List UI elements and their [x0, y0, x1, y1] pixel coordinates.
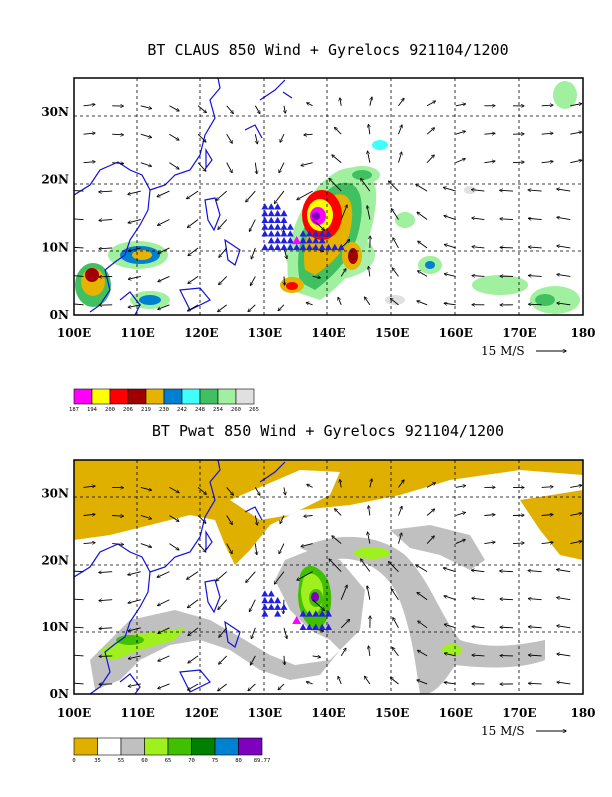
colorbar-swatch [168, 738, 192, 755]
y-tick-label: 20N [41, 553, 69, 567]
colorbar-label: 75 [212, 758, 219, 764]
colorbar-label: 35 [94, 758, 101, 764]
colorbar-label: 242 [177, 407, 187, 413]
x-tick-label: 120E [184, 706, 218, 720]
x-tick-label: 110E [121, 326, 155, 340]
x-tick-label: 130E [248, 326, 282, 340]
x-tick-label: 170E [502, 326, 536, 340]
colorbar-swatch [110, 389, 128, 404]
x-tick-label: 150E [375, 706, 409, 720]
x-tick-label: 180 [570, 326, 595, 340]
colorbar-swatch [239, 738, 263, 755]
colorbar-swatch [182, 389, 200, 404]
colorbar-label: 187 [69, 407, 79, 413]
x-tick-label: 160E [439, 706, 473, 720]
colorbar-label: 60 [141, 758, 148, 764]
panel-1-plot-area [70, 78, 583, 315]
x-tick-label: 160E [439, 326, 473, 340]
colorbar-swatch [128, 389, 146, 404]
y-tick-label: 10N [41, 240, 69, 254]
colorbar-label: 89.77 [254, 758, 271, 764]
colorbar-swatch [192, 738, 216, 755]
y-tick-label: 0N [50, 687, 69, 701]
colorbar-swatch [218, 389, 236, 404]
y-tick-label: 10N [41, 620, 69, 634]
colorbar-swatch [146, 389, 164, 404]
y-tick-label: 0N [50, 308, 69, 322]
x-tick-label: 100E [57, 706, 91, 720]
colorbar-label: 265 [249, 407, 259, 413]
colorbar-label: 206 [123, 407, 133, 413]
panel-2-reference-vector: 15 M/S [481, 724, 566, 738]
panel-2-ref-label: 15 M/S [481, 724, 525, 738]
panel-2-plot-area [70, 460, 583, 694]
x-tick-label: 150E [375, 326, 409, 340]
colorbar-swatch [74, 738, 98, 755]
panel-2: BT Pwat 850 Wind + Gyrelocs 921104/1200 [41, 422, 595, 764]
colorbar-swatch [145, 738, 169, 755]
panel-2-title: BT Pwat 850 Wind + Gyrelocs 921104/1200 [152, 422, 504, 440]
x-tick-label: 110E [121, 706, 155, 720]
y-tick-label: 30N [41, 105, 69, 119]
y-tick-label: 30N [41, 486, 69, 500]
panel-1: BT CLAUS 850 Wind + Gyrelocs 921104/1200 [41, 41, 595, 413]
colorbar-label: 260 [231, 407, 241, 413]
colorbar-swatch [215, 738, 239, 755]
x-tick-label: 140E [311, 326, 345, 340]
colorbar-label: 65 [165, 758, 172, 764]
colorbar-label: 194 [87, 407, 98, 413]
colorbar-label: 230 [159, 407, 169, 413]
panel-1-ref-label: 15 M/S [481, 344, 525, 358]
colorbar-swatch [74, 389, 92, 404]
colorbar-swatch [121, 738, 145, 755]
colorbar-label: 219 [141, 407, 151, 413]
colorbar-label: 0 [72, 758, 75, 764]
x-tick-label: 170E [502, 706, 536, 720]
x-tick-label: 130E [248, 706, 282, 720]
colorbar-label: 70 [188, 758, 195, 764]
panel-1-reference-vector: 15 M/S [481, 344, 566, 358]
colorbar-swatch [92, 389, 110, 404]
wind-vector [99, 656, 112, 657]
wind-vector [99, 276, 112, 277]
colorbar-swatch [236, 389, 254, 404]
panel-1-colorbar: 187 194 200 206 219 230 242 248 254 260 265 [69, 389, 259, 413]
x-tick-label: 180 [570, 706, 595, 720]
colorbar-label: 248 [195, 407, 205, 413]
y-tick-label: 20N [41, 173, 69, 187]
colorbar-label: 254 [213, 407, 224, 413]
wind-vector [500, 247, 513, 248]
x-tick-label: 120E [184, 326, 218, 340]
colorbar-label: 200 [105, 407, 115, 413]
colorbar-swatch [98, 738, 122, 755]
colorbar-label: 80 [235, 758, 242, 764]
colorbar-swatch [200, 389, 218, 404]
wind-vector [500, 627, 513, 628]
x-tick-label: 100E [57, 326, 91, 340]
colorbar-label: 55 [118, 758, 125, 764]
colorbar-swatch [164, 389, 182, 404]
panel-1-title: BT CLAUS 850 Wind + Gyrelocs 921104/1200 [147, 41, 508, 59]
panel-2-colorbar: 0 35 55 60 65 70 75 80 89.77 [72, 738, 270, 764]
x-tick-label: 140E [311, 706, 345, 720]
